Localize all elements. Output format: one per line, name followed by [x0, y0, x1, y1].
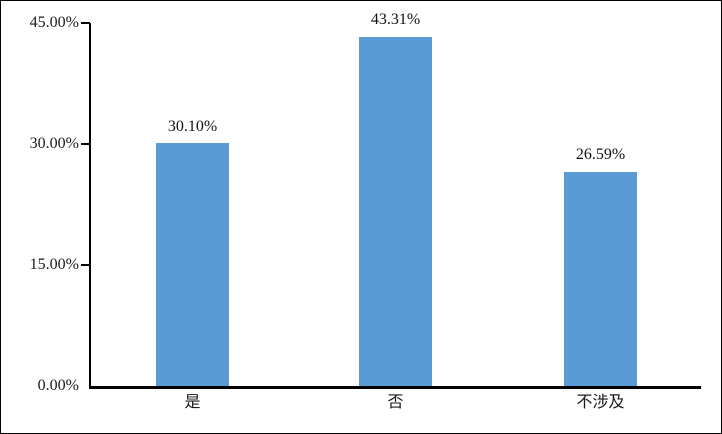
y-axis-label-group-3: 45.00%	[1, 15, 79, 31]
y-axis-tick-label-30: 30.00%	[29, 135, 79, 152]
plot-area	[90, 23, 701, 386]
y-axis-label-group-1: 15.00%	[1, 257, 79, 273]
x-axis-line	[89, 386, 701, 389]
y-axis-tick-label-0: 0.00%	[37, 377, 79, 394]
y-axis-tick-mark-45	[81, 22, 90, 24]
y-axis-line	[89, 23, 91, 386]
bar-category-1	[359, 36, 432, 386]
bar-value-label-0: 30.10%	[167, 118, 218, 135]
y-axis-tick-label-15: 15.00%	[29, 256, 79, 273]
bar-value-label-1: 43.31%	[370, 11, 421, 28]
x-axis-category-label-2: 不涉及	[576, 394, 625, 411]
y-axis-tick-mark-15	[81, 264, 90, 266]
bar-category-2	[564, 171, 637, 386]
x-axis-category-label-1: 否	[387, 394, 404, 411]
bar-value-label-2: 26.59%	[575, 146, 626, 163]
y-axis-tick-label-45: 45.00%	[29, 14, 79, 31]
bar-category-0	[156, 143, 229, 386]
y-axis-label-group-2: 30.00%	[1, 136, 79, 152]
y-axis-tick-mark-30	[81, 143, 90, 145]
y-axis-label-group-0: 0.00%	[1, 378, 79, 394]
x-axis-category-label-0: 是	[184, 394, 201, 411]
